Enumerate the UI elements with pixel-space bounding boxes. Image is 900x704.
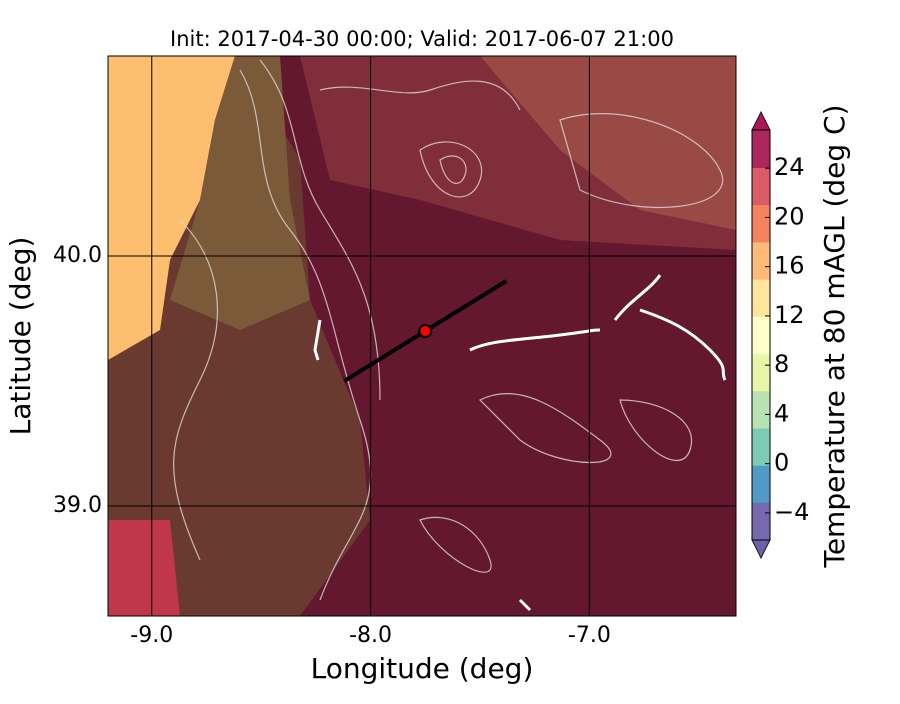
colorbar-tick-label: 8 (774, 350, 789, 378)
colorbar-segment (752, 428, 770, 466)
x-tick-label: -9.0 (130, 623, 173, 648)
colorbar-frame (751, 129, 771, 541)
colorbar-segment (752, 279, 770, 317)
x-axis-label: Longitude (deg) (311, 652, 534, 685)
colorbar-tick-label: 4 (774, 399, 789, 427)
colorbar-extend-top (751, 110, 771, 131)
colorbar-tick-label: 16 (774, 252, 805, 280)
colorbar-segment (752, 502, 770, 541)
map-field (108, 56, 736, 616)
colorbar-segment (752, 167, 770, 206)
colorbar-tick-label: 0 (774, 449, 789, 477)
chart-title: Init: 2017-04-30 00:00; Valid: 2017-06-0… (170, 27, 674, 51)
colorbar-segment (752, 390, 770, 429)
colorbar-segment (752, 130, 770, 168)
colorbar-segment (752, 316, 770, 355)
colorbar-tick-label: 12 (774, 301, 805, 329)
x-tick-label: -7.0 (568, 623, 611, 648)
colorbar-tick-label: 24 (774, 153, 805, 181)
location-marker (418, 324, 433, 338)
colorbar-segment (752, 465, 770, 504)
colorbar-tick-label: −4 (774, 498, 809, 526)
plot-frame (107, 55, 737, 617)
y-tick-label: 39.0 (53, 493, 102, 518)
colorbar-extend-bottom (751, 539, 771, 560)
colorbar-tick-label: 20 (774, 202, 805, 230)
x-tick-label: -8.0 (349, 623, 392, 648)
y-tick-label: 40.0 (53, 243, 102, 268)
colorbar-segment (752, 241, 770, 280)
colorbar-segment (752, 353, 770, 392)
colorbar-label: Temperature at 80 mAGL (deg C) (818, 104, 851, 568)
colorbar-segment (752, 204, 770, 243)
y-axis-label: Latitude (deg) (4, 237, 37, 436)
